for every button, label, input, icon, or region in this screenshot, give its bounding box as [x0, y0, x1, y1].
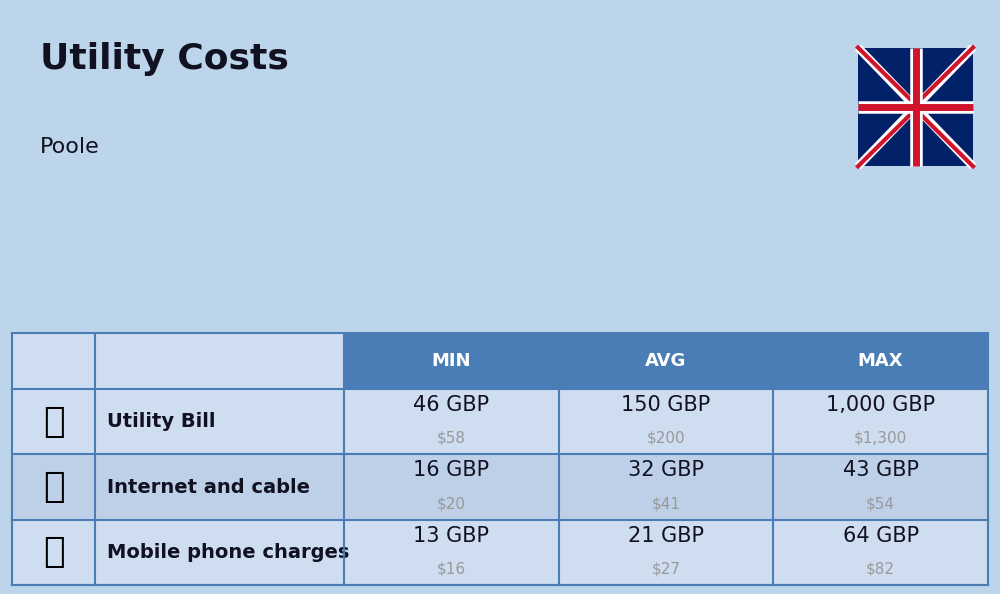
Text: 📡: 📡 — [43, 470, 64, 504]
Text: 43 GBP: 43 GBP — [843, 460, 919, 481]
Bar — [12, 389, 95, 454]
Text: $16: $16 — [437, 561, 466, 577]
Text: 64 GBP: 64 GBP — [843, 526, 919, 546]
Bar — [95, 520, 344, 585]
Bar — [344, 333, 559, 389]
Text: 46 GBP: 46 GBP — [413, 395, 489, 415]
Bar — [344, 454, 559, 520]
Bar — [858, 48, 973, 166]
Bar — [858, 48, 973, 166]
Bar — [559, 389, 773, 454]
Bar — [559, 454, 773, 520]
Bar — [773, 520, 988, 585]
Bar — [95, 389, 344, 454]
Text: 🔌: 🔌 — [43, 405, 64, 439]
Text: $20: $20 — [437, 496, 466, 511]
Text: 1,000 GBP: 1,000 GBP — [826, 395, 935, 415]
Bar — [773, 389, 988, 454]
Text: $54: $54 — [866, 496, 895, 511]
Text: 13 GBP: 13 GBP — [413, 526, 489, 546]
Text: Internet and cable: Internet and cable — [107, 478, 310, 497]
Bar — [559, 520, 773, 585]
Text: Utility Bill: Utility Bill — [107, 412, 215, 431]
Bar — [12, 333, 95, 389]
Text: $82: $82 — [866, 561, 895, 577]
Text: $200: $200 — [647, 431, 685, 446]
Bar — [344, 389, 559, 454]
Text: $41: $41 — [651, 496, 680, 511]
Bar — [773, 333, 988, 389]
Bar — [95, 454, 344, 520]
Text: 16 GBP: 16 GBP — [413, 460, 489, 481]
Text: Poole: Poole — [40, 137, 100, 157]
Text: 32 GBP: 32 GBP — [628, 460, 704, 481]
Text: 📱: 📱 — [43, 535, 64, 570]
Bar — [344, 520, 559, 585]
Text: $1,300: $1,300 — [854, 431, 907, 446]
Text: MIN: MIN — [431, 352, 471, 370]
Text: 21 GBP: 21 GBP — [628, 526, 704, 546]
Text: Mobile phone charges: Mobile phone charges — [107, 543, 349, 562]
Bar — [559, 333, 773, 389]
Bar — [95, 333, 344, 389]
Text: 150 GBP: 150 GBP — [621, 395, 711, 415]
Text: MAX: MAX — [858, 352, 903, 370]
Text: AVG: AVG — [645, 352, 687, 370]
Bar — [773, 454, 988, 520]
Bar — [12, 520, 95, 585]
Text: Utility Costs: Utility Costs — [40, 42, 289, 75]
Bar — [12, 454, 95, 520]
Text: $58: $58 — [437, 431, 466, 446]
Text: $27: $27 — [651, 561, 680, 577]
